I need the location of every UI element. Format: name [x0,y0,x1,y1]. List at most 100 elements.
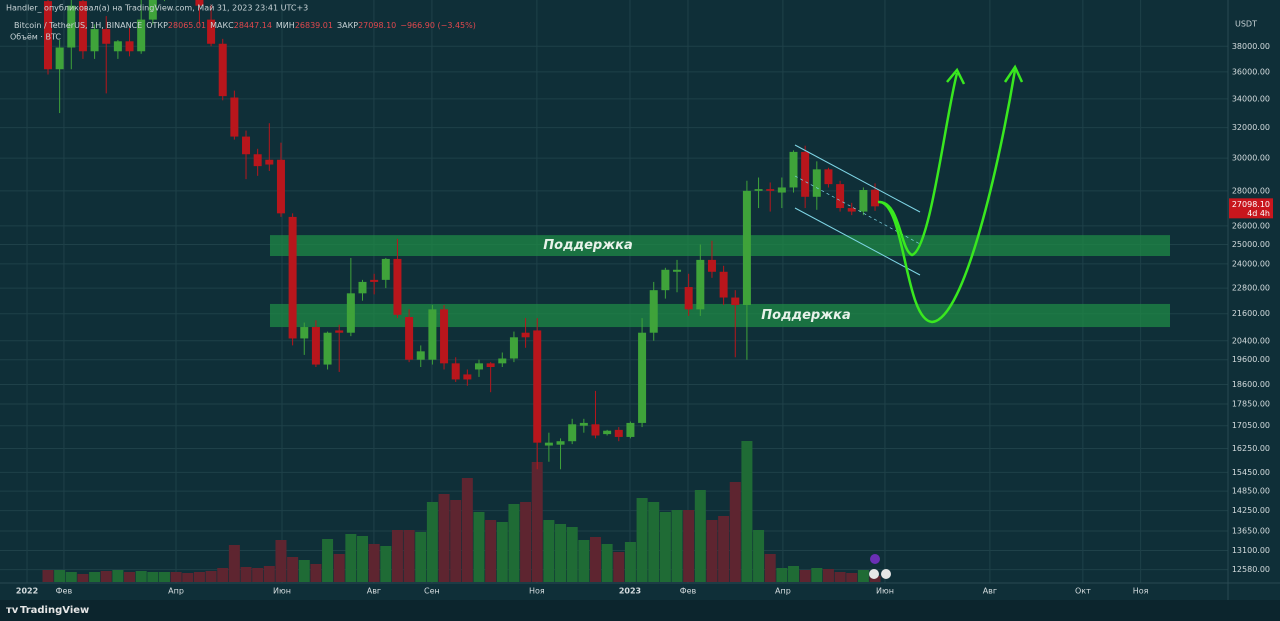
candle-body [847,208,856,212]
candle-body [638,332,647,423]
volume-bar [543,520,555,582]
y-tick-label: 19600.00 [1232,355,1270,364]
volume-bar [578,540,590,582]
x-tick-label: Апр [168,587,184,596]
ohlc-label: МИН [276,21,295,30]
candle-body [556,441,565,445]
volume-bar [671,510,683,582]
candle-body [323,332,332,365]
legend: Bitcoin / TetherUS, 1Н, BINANCE ОТКР28065… [14,21,476,30]
volume-bar [426,502,438,582]
candle-body [731,297,740,306]
candle-body [393,258,402,315]
volume-bar [613,552,625,582]
volume-bar [776,568,788,582]
volume-bar [659,512,671,582]
candle-body [67,5,76,48]
candle-body [288,216,297,339]
volume-bar [648,502,660,582]
volume-bar [566,527,578,582]
arrow-head [946,67,966,85]
volume-bar [636,498,648,582]
volume-bar [601,544,613,582]
volume-bar [729,482,741,582]
candle-body [148,0,157,20]
countdown: 4d 4h [1247,209,1270,218]
event-icon[interactable] [881,569,891,579]
y-tick-label: 22800.00 [1232,284,1270,293]
candle-body [346,293,355,333]
volume-bar [683,510,695,582]
volume-bar [42,570,54,582]
volume-bar [706,520,718,582]
volume-bar [741,441,753,582]
projection [879,69,1017,324]
candle-body [789,151,798,188]
candle-body [684,287,693,310]
ohlc-value: 26839.01 [295,21,333,30]
volume [42,441,881,582]
volume-bar [834,572,846,582]
candle-body [649,290,658,333]
y-tick-label: 20400.00 [1232,336,1270,345]
zone-label: Поддержка [543,238,632,253]
candle-body [509,337,518,359]
event-icon[interactable] [869,569,879,579]
volume-bar [496,522,508,582]
candle-body [544,442,553,446]
zone-label: Поддержка [761,308,850,323]
brand: TradingView [20,605,89,616]
volume-bar [147,572,159,582]
candle-body [265,159,274,165]
volume-bar [822,569,834,582]
zones: Поддержка Поддержка [270,235,1170,328]
candle-body [533,330,542,443]
candle-body [754,189,763,191]
publisher: Handler_ опубликовал(а) на TradingView.c… [6,4,308,13]
projection [877,72,959,257]
candle-body [311,327,320,365]
volume-bar [217,568,229,582]
candle-body [242,136,251,155]
candle-body [300,327,309,339]
candle-body [137,19,146,52]
candle-body [416,351,425,360]
volume-bar [799,570,811,582]
x-tick-label: Окт [1075,587,1091,596]
volume-bar [718,516,730,582]
y-tick-label: 16250.00 [1232,444,1270,453]
footer [0,600,1280,621]
candle-body [836,184,845,209]
y-tick-label: 30000.00 [1232,154,1270,163]
volume-bar [287,557,299,582]
x-tick-label: Фев [680,587,697,596]
volume-bar [589,537,601,582]
event-icon[interactable] [870,554,880,564]
volume-bar [764,554,776,582]
volume-bar [391,530,403,582]
y-tick-label: 38000.00 [1232,42,1270,51]
candle-body [125,41,134,52]
candle-body [498,358,507,364]
volume-bar [531,462,543,582]
volume-bar [240,567,252,582]
volume-bar [170,572,182,582]
volume-bar [461,478,473,582]
ohlc-value: 27098.10 [358,21,396,30]
support-zone [270,303,1170,328]
candle-body [766,189,775,191]
x-tick-label: Сен [424,587,440,596]
x-tick-label: 2023 [619,587,641,596]
brand-logo: ᴛᴠ [6,605,19,616]
volume-bar [520,502,532,582]
volume-bar [158,572,170,582]
y-tick-label: 28000.00 [1232,186,1270,195]
candle-body [661,269,670,291]
volume-label: Объём · BTC [10,33,61,42]
volume-bar [124,572,136,582]
candle-body [801,151,810,197]
candle-body [673,269,682,272]
volume-bar [403,530,415,582]
x-tick-label: Ноя [529,587,545,596]
